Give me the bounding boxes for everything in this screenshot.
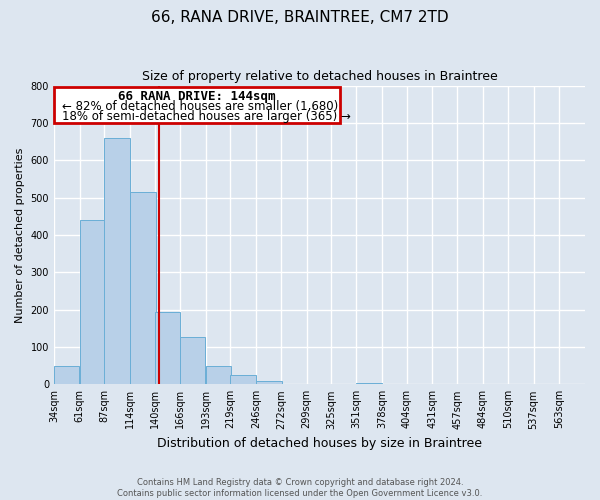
Bar [356,383,382,384]
Bar [230,375,256,384]
Text: 18% of semi-detached houses are larger (365) →: 18% of semi-detached houses are larger (… [62,110,350,123]
Text: Contains HM Land Registry data © Crown copyright and database right 2024.
Contai: Contains HM Land Registry data © Crown c… [118,478,482,498]
Y-axis label: Number of detached properties: Number of detached properties [15,147,25,322]
Text: ← 82% of detached houses are smaller (1,680): ← 82% of detached houses are smaller (1,… [62,100,338,114]
Bar [256,382,281,384]
X-axis label: Distribution of detached houses by size in Braintree: Distribution of detached houses by size … [157,437,482,450]
Text: 66 RANA DRIVE: 144sqm: 66 RANA DRIVE: 144sqm [118,90,275,104]
Bar [80,220,105,384]
FancyBboxPatch shape [54,88,340,123]
Bar [180,337,205,384]
Bar [54,366,79,384]
Bar [155,312,181,384]
Bar [206,366,231,384]
Bar [104,138,130,384]
Title: Size of property relative to detached houses in Braintree: Size of property relative to detached ho… [142,70,497,83]
Text: 66, RANA DRIVE, BRAINTREE, CM7 2TD: 66, RANA DRIVE, BRAINTREE, CM7 2TD [151,10,449,25]
Bar [130,192,155,384]
